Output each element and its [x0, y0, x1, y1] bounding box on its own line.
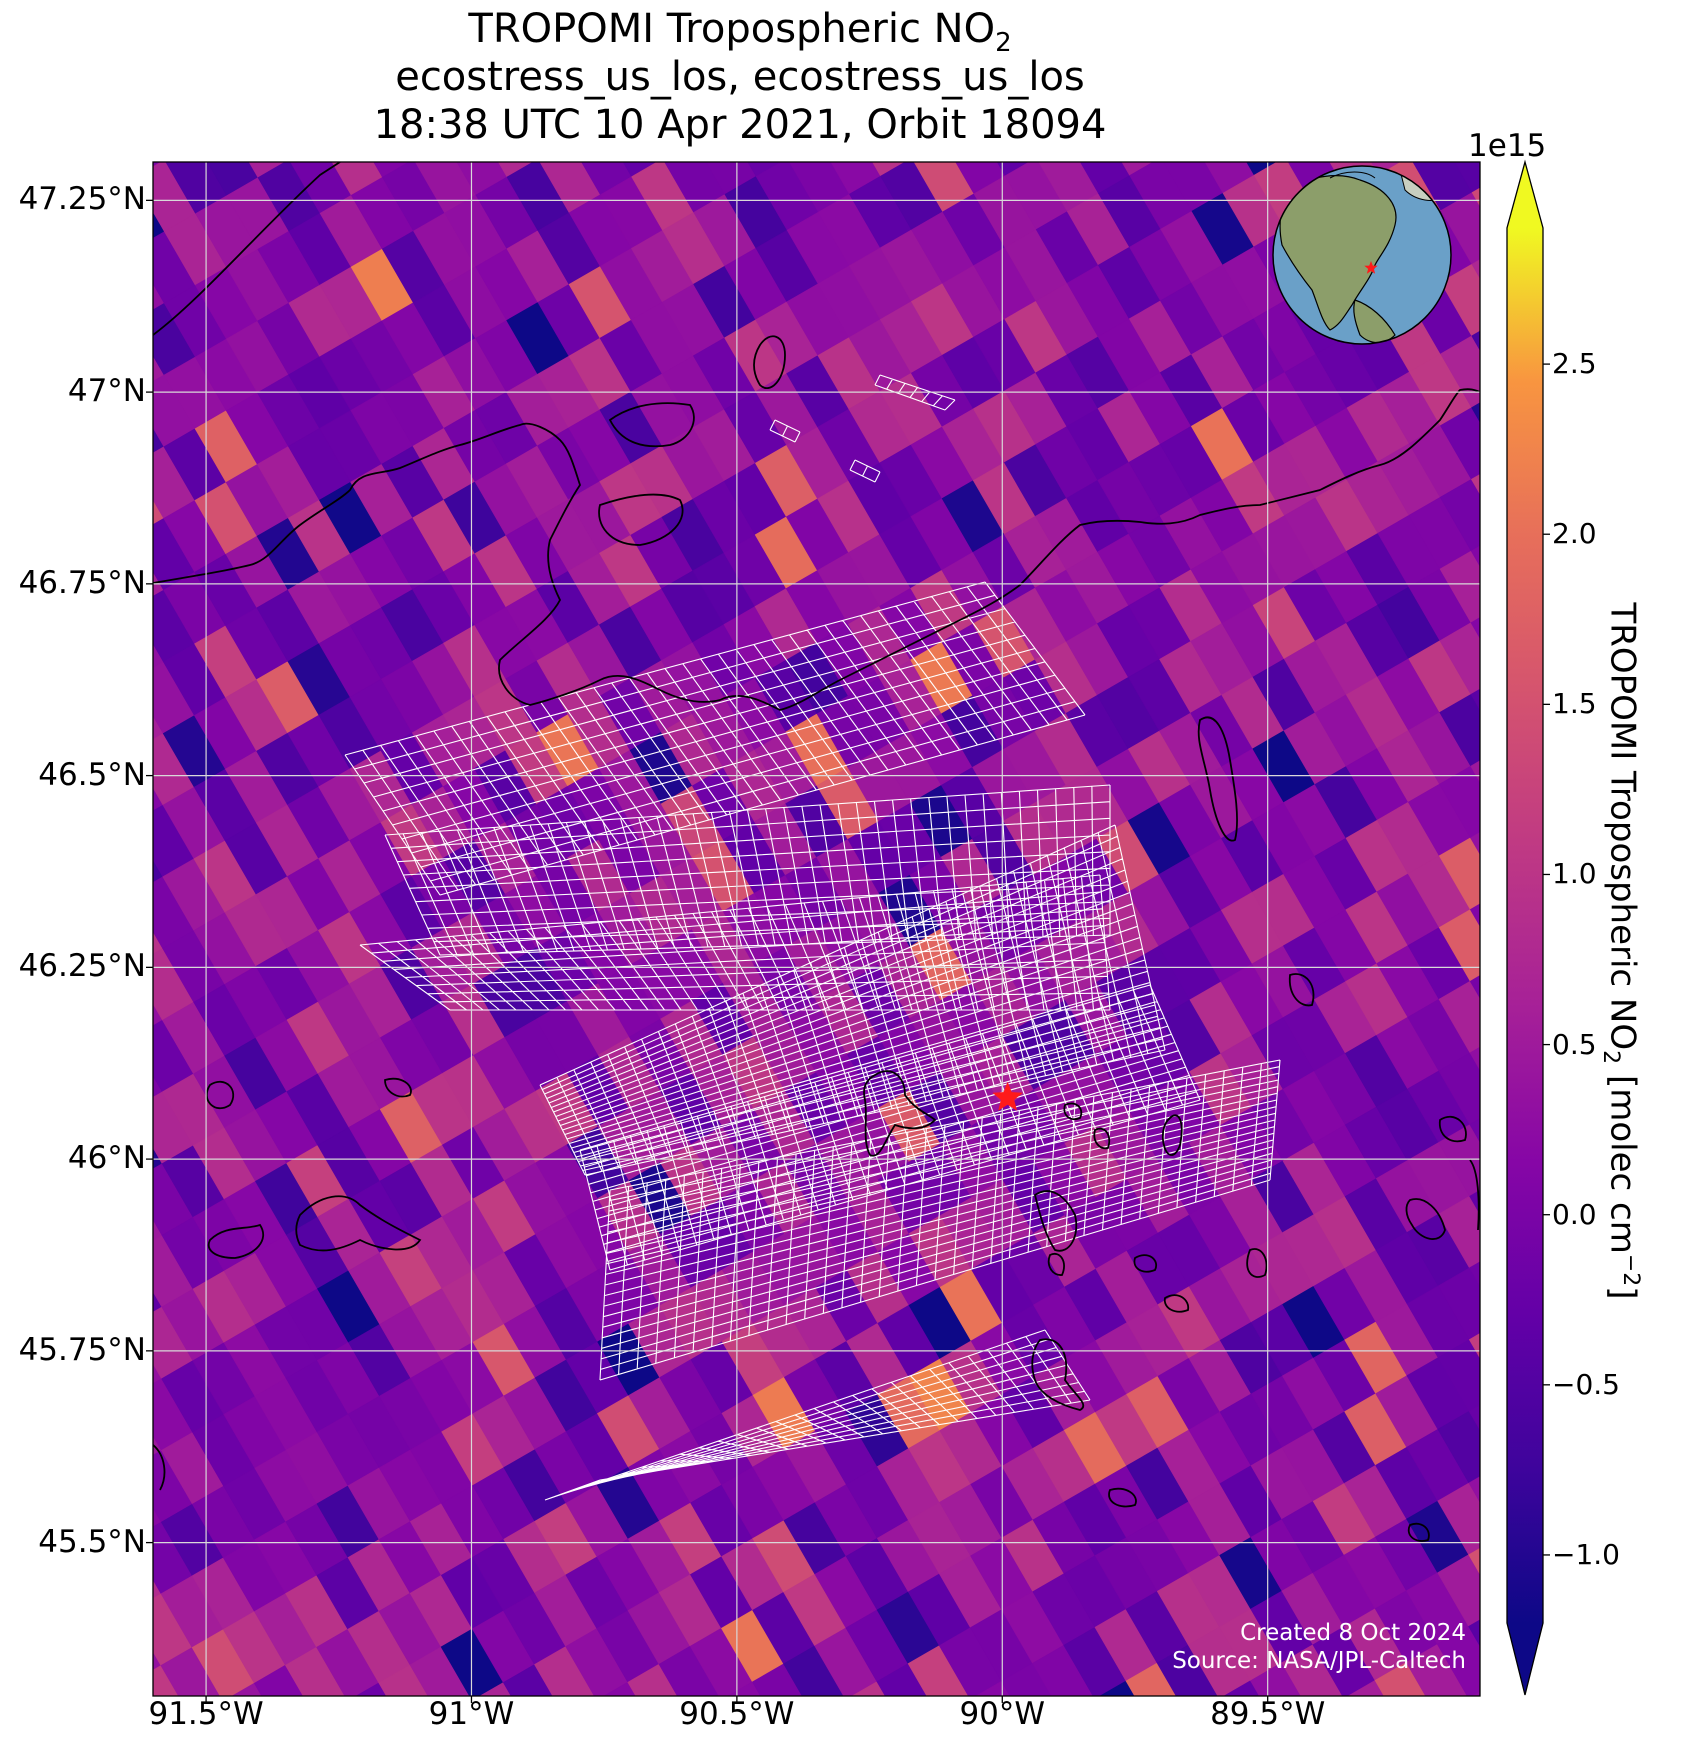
colorbar — [1506, 159, 1550, 1696]
globe-marker-star-icon — [1364, 261, 1378, 274]
lon-tick-label: 91°W — [428, 1696, 515, 1732]
globe-icon — [1272, 165, 1452, 345]
lon-tick-label: 90°W — [959, 1696, 1046, 1732]
colorbar-tick-label: 2.5 — [1552, 347, 1597, 381]
lat-tick-label: 45.5°N — [38, 1523, 146, 1560]
colorbar-tick-label: 0.0 — [1552, 1197, 1597, 1231]
ecostress-footprint-grid — [344, 374, 1281, 1501]
colorbar-tick-label: 0.5 — [1552, 1027, 1597, 1061]
colorbar-exponent: 1e15 — [1468, 128, 1547, 164]
created-date-text: Created 8 Oct 2024 — [1240, 1620, 1466, 1646]
lat-tick-label: 47°N — [67, 373, 146, 410]
lat-tick-label: 46.75°N — [18, 564, 146, 601]
target-star-icon[interactable] — [992, 1081, 1023, 1111]
title-line-2: ecostress_us_los, ecostress_us_los — [395, 54, 1085, 100]
lat-tick-label: 46.5°N — [38, 756, 146, 793]
source-credit-text: Source: NASA/JPL-Caltech — [1172, 1648, 1466, 1674]
coastline-layer — [153, 162, 1480, 1542]
colorbar-label: TROPOMI Tropospheric NO2 [molec cm−2] — [1597, 602, 1643, 1300]
colorbar-tick-label: −1.0 — [1552, 1537, 1620, 1571]
title-line-1: TROPOMI Tropospheric NO2 — [468, 6, 1012, 58]
lon-tick-label: 89.5°W — [1210, 1696, 1326, 1732]
map-panel[interactable] — [98, 67, 1596, 1752]
graticule — [153, 162, 1480, 1696]
lat-tick-label: 45.75°N — [18, 1331, 146, 1368]
map-frame — [152, 161, 1481, 1697]
title-line-3: 18:38 UTC 10 Apr 2021, Orbit 18094 — [373, 102, 1107, 148]
colorbar-tick-label: 2.0 — [1552, 517, 1597, 551]
colorbar-tick-label: 1.5 — [1552, 687, 1597, 721]
lat-tick-label: 47.25°N — [18, 181, 146, 218]
lon-tick-label: 91.5°W — [148, 1696, 264, 1732]
colorbar-tick-label: 1.0 — [1552, 857, 1597, 891]
lat-tick-label: 46.25°N — [18, 948, 146, 985]
colorbar-tick-label: −0.5 — [1552, 1367, 1620, 1401]
lon-tick-label: 90.5°W — [679, 1696, 795, 1732]
lat-tick-label: 46°N — [67, 1140, 146, 1177]
